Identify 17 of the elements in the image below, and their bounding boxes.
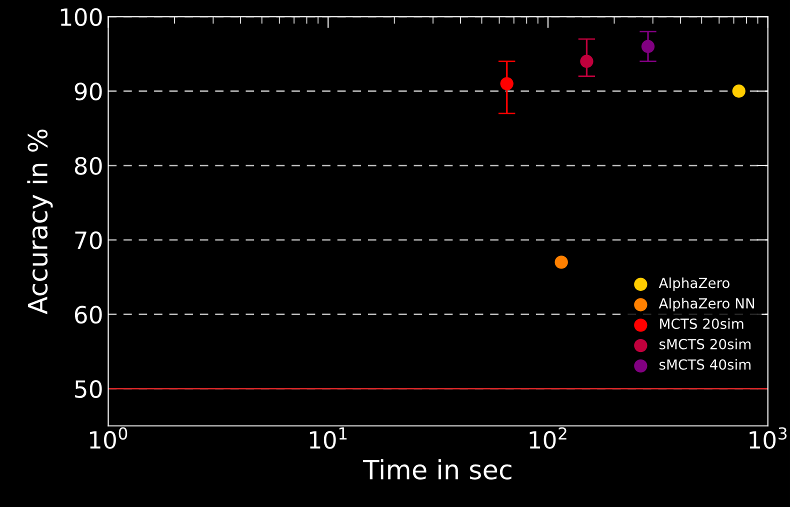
y-tick-label: 90 [74,82,102,100]
x-axis-title: Time in sec [363,459,512,480]
legend-label: sMCTS 40sim [659,359,750,370]
legend-label: sMCTS 20sim [659,338,750,350]
y-tick-label: 100 [60,8,102,26]
legend-label: MCTS 20sim [660,318,744,329]
y-axis-title: Accuracy in % [27,130,53,314]
y-tick-label: 60 [74,306,102,324]
y-tick-label: 50 [75,380,102,398]
x-tick-label: 10$^{1}$ [310,427,347,449]
y-tick-label: 70 [75,231,102,250]
legend-label: AlphaZero NN [658,298,754,312]
x-tick-label: 10$^{3}$ [750,427,787,449]
x-tick-label: 10$^{2}$ [530,427,566,449]
y-tick-label: 80 [74,156,102,175]
legend-label: AlphaZero [658,277,730,291]
x-tick-label: 10$^{0}$ [90,427,128,449]
